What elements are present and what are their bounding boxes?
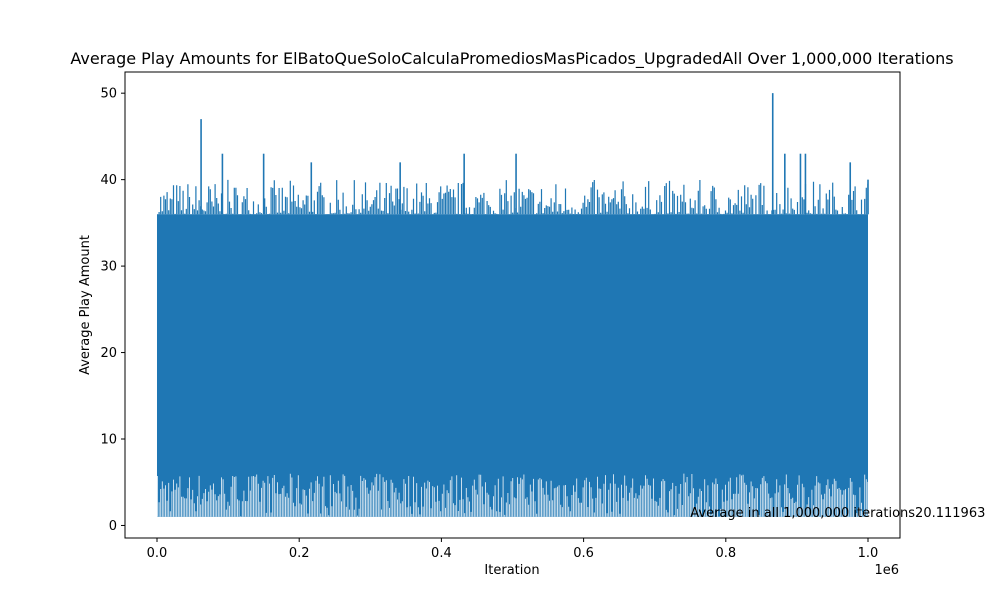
y-tick-label: 20 [100, 346, 117, 361]
x-tick-label: 1.0 [858, 546, 879, 561]
plot-frame [124, 71, 901, 539]
x-tick-label: 0.2 [289, 546, 310, 561]
series-upper-spikes [158, 179, 869, 215]
series-band [156, 214, 869, 517]
data-layer [156, 93, 869, 517]
series-lower-gaps [157, 473, 869, 517]
x-tick-label: 0.0 [147, 546, 168, 561]
y-axis-label: Average Play Amount [78, 235, 93, 375]
y-axis: 0 10 20 30 40 50 [100, 87, 125, 534]
x-axis: 0.0 0.2 0.4 0.6 0.8 1.0 [147, 538, 879, 561]
x-tick-label: 0.6 [573, 546, 594, 561]
y-tick-label: 30 [100, 260, 117, 275]
average-annotation: Average in all 1,000,000 iterations20.11… [690, 506, 985, 521]
chart-title: Average Play Amounts for ElBatoQueSoloCa… [70, 49, 953, 69]
x-axis-label: Iteration [484, 563, 539, 578]
y-tick-label: 40 [100, 173, 117, 188]
y-tick-label: 50 [100, 87, 117, 102]
x-tick-label: 0.4 [431, 546, 452, 561]
x-tick-label: 0.8 [715, 546, 736, 561]
x-axis-offset-label: 1e6 [874, 563, 899, 578]
y-tick-label: 10 [100, 433, 117, 448]
y-tick-label: 0 [109, 519, 117, 534]
